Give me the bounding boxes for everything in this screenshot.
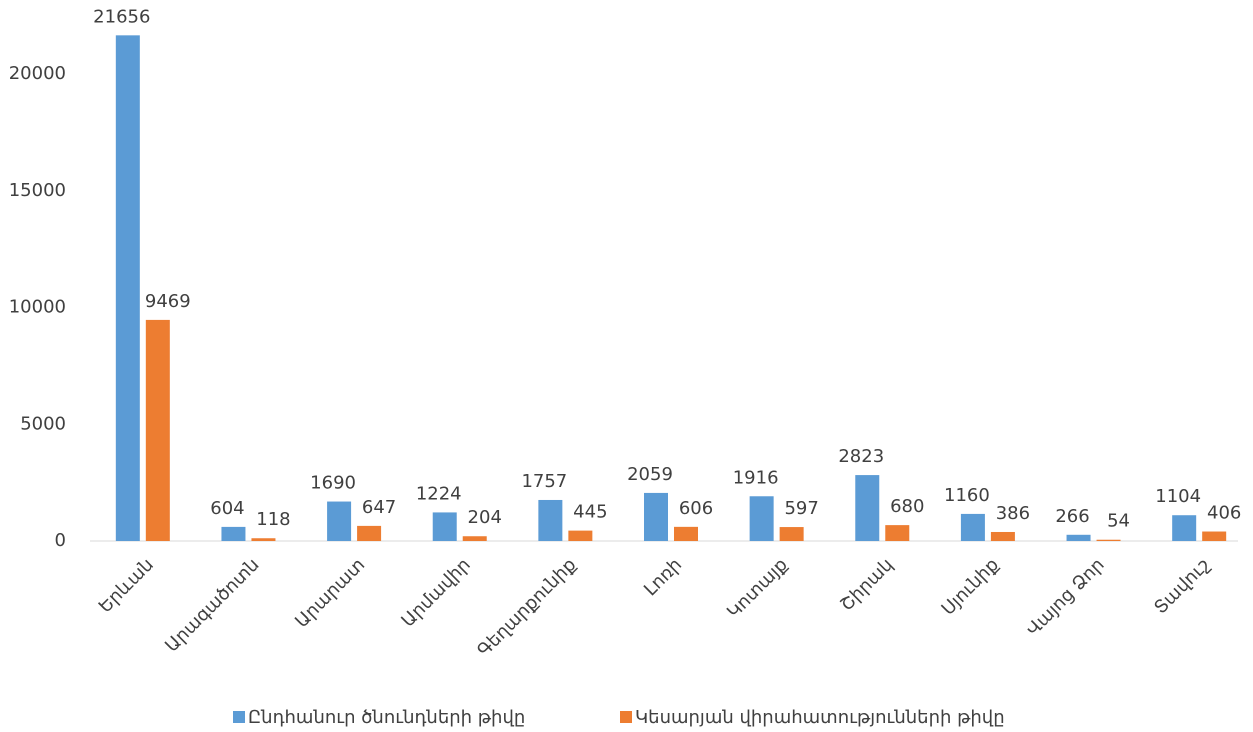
legend-swatch bbox=[233, 711, 245, 723]
bar bbox=[538, 499, 563, 541]
data-label: 604 bbox=[210, 498, 244, 519]
y-tick-label: 15000 bbox=[9, 180, 66, 201]
bar bbox=[357, 525, 382, 541]
bar bbox=[1066, 534, 1091, 541]
data-label: 1224 bbox=[416, 483, 462, 504]
bar bbox=[221, 526, 246, 541]
data-label: 2059 bbox=[627, 464, 673, 485]
x-tick-label: Արարատ bbox=[291, 554, 369, 632]
x-tick-label: Վայոց Ձոր bbox=[1022, 554, 1108, 640]
bar bbox=[1096, 539, 1121, 541]
data-label: 1690 bbox=[310, 473, 356, 494]
x-tick-label: Տավուշ bbox=[1150, 554, 1214, 618]
data-label: 647 bbox=[362, 497, 396, 518]
bar bbox=[779, 527, 804, 541]
bar bbox=[644, 492, 668, 541]
bar bbox=[674, 526, 698, 541]
bar bbox=[855, 475, 880, 541]
data-label: 1160 bbox=[944, 485, 990, 506]
bar bbox=[885, 525, 910, 541]
data-label: 1757 bbox=[521, 471, 567, 492]
data-label: 266 bbox=[1055, 506, 1089, 527]
x-tick-label: Շիրակ bbox=[836, 554, 897, 615]
x-tick-label: Կոտայք bbox=[723, 554, 792, 623]
y-tick-label: 20000 bbox=[9, 63, 66, 84]
bar bbox=[145, 319, 170, 541]
x-tick-label: Արմավիր bbox=[397, 554, 474, 631]
data-label: 1916 bbox=[733, 467, 779, 488]
x-tick-label: Լոռի bbox=[640, 554, 686, 600]
data-label: 680 bbox=[890, 496, 924, 517]
legend-swatch bbox=[620, 711, 632, 723]
bar bbox=[1172, 515, 1197, 541]
data-label: 386 bbox=[996, 503, 1030, 524]
bar bbox=[327, 501, 352, 541]
data-label: 21656 bbox=[93, 6, 150, 27]
bar bbox=[749, 496, 774, 541]
x-tick-label: Արագածոտն bbox=[161, 554, 263, 656]
data-label: 2823 bbox=[838, 446, 884, 467]
y-tick-label: 5000 bbox=[20, 413, 66, 434]
legend-label: Ընդհանուր ծնունդների թիվը bbox=[248, 707, 525, 728]
x-tick-label: Երևան bbox=[95, 554, 158, 617]
legend-label: Կեսարյան վիրահատությունների թիվը bbox=[635, 707, 1005, 728]
bar bbox=[432, 512, 457, 541]
data-label: 54 bbox=[1107, 511, 1130, 532]
data-label: 406 bbox=[1207, 503, 1241, 524]
bar bbox=[990, 531, 1015, 541]
y-tick-label: 0 bbox=[55, 530, 66, 551]
x-tick-label: Գեղարքունիք bbox=[473, 554, 580, 661]
bar bbox=[1202, 531, 1227, 541]
data-label: 1104 bbox=[1155, 486, 1201, 507]
bar bbox=[251, 538, 276, 541]
bar bbox=[115, 35, 140, 542]
data-label: 204 bbox=[468, 507, 502, 528]
data-label: 597 bbox=[784, 498, 818, 519]
data-label: 9469 bbox=[145, 291, 191, 312]
data-label: 445 bbox=[573, 502, 607, 523]
bar bbox=[462, 536, 487, 541]
bar bbox=[960, 513, 985, 541]
bar bbox=[568, 530, 593, 541]
x-tick-label: Սյունիք bbox=[938, 554, 1003, 619]
data-label: 606 bbox=[679, 498, 713, 519]
y-tick-label: 10000 bbox=[9, 297, 66, 318]
data-label: 118 bbox=[256, 509, 290, 530]
